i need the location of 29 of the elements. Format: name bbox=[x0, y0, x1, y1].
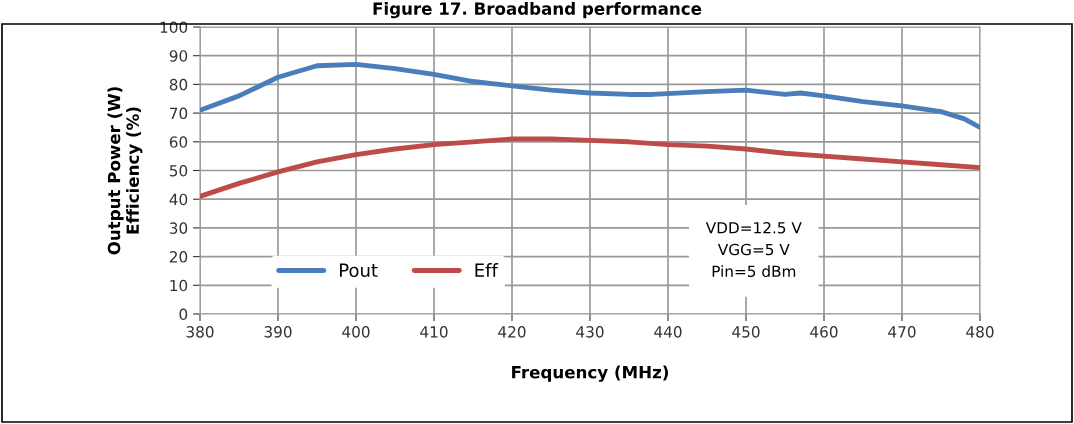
x-tick-label: 400 bbox=[342, 326, 370, 338]
x-tick-label: 410 bbox=[420, 326, 448, 338]
x-tick-label: 480 bbox=[966, 326, 994, 338]
y-tick-label: 30 bbox=[169, 222, 188, 234]
x-axis-title: Frequency (MHz) bbox=[512, 365, 668, 382]
y-tick-label: 0 bbox=[179, 308, 188, 321]
y-tick-label: 80 bbox=[169, 78, 188, 91]
x-tick-label: 460 bbox=[810, 326, 838, 338]
y-tick-label: 10 bbox=[170, 279, 188, 292]
y-tick-label: 40 bbox=[169, 193, 188, 206]
y-tick-label: 60 bbox=[169, 136, 188, 148]
legend-label: Eff bbox=[475, 263, 499, 277]
x-tick-label: 420 bbox=[498, 326, 526, 338]
annotation: VDD=12.5 V VGG=5 V Pin=5 dBm bbox=[705, 221, 802, 278]
y-tick-label: 50 bbox=[169, 164, 188, 177]
y-tick-label: 70 bbox=[170, 107, 188, 120]
line-series bbox=[200, 61, 980, 130]
chart-title: Figure 17. Broadband performance bbox=[373, 2, 702, 19]
x-tick-label: 380 bbox=[186, 326, 214, 338]
x-tick-label: 390 bbox=[264, 326, 292, 338]
y-axis-title: Output Power (W) Efficiency (%) bbox=[107, 87, 143, 255]
legend-label: Pout bbox=[340, 263, 378, 278]
x-tick-label: 470 bbox=[888, 326, 916, 338]
x-tick-label: 440 bbox=[654, 326, 682, 338]
y-tick-label: 20 bbox=[169, 251, 188, 263]
line-series bbox=[200, 136, 980, 199]
x-tick-label: 450 bbox=[732, 326, 760, 338]
x-tick-label: 430 bbox=[576, 326, 604, 338]
y-tick-label: 90 bbox=[169, 50, 188, 62]
